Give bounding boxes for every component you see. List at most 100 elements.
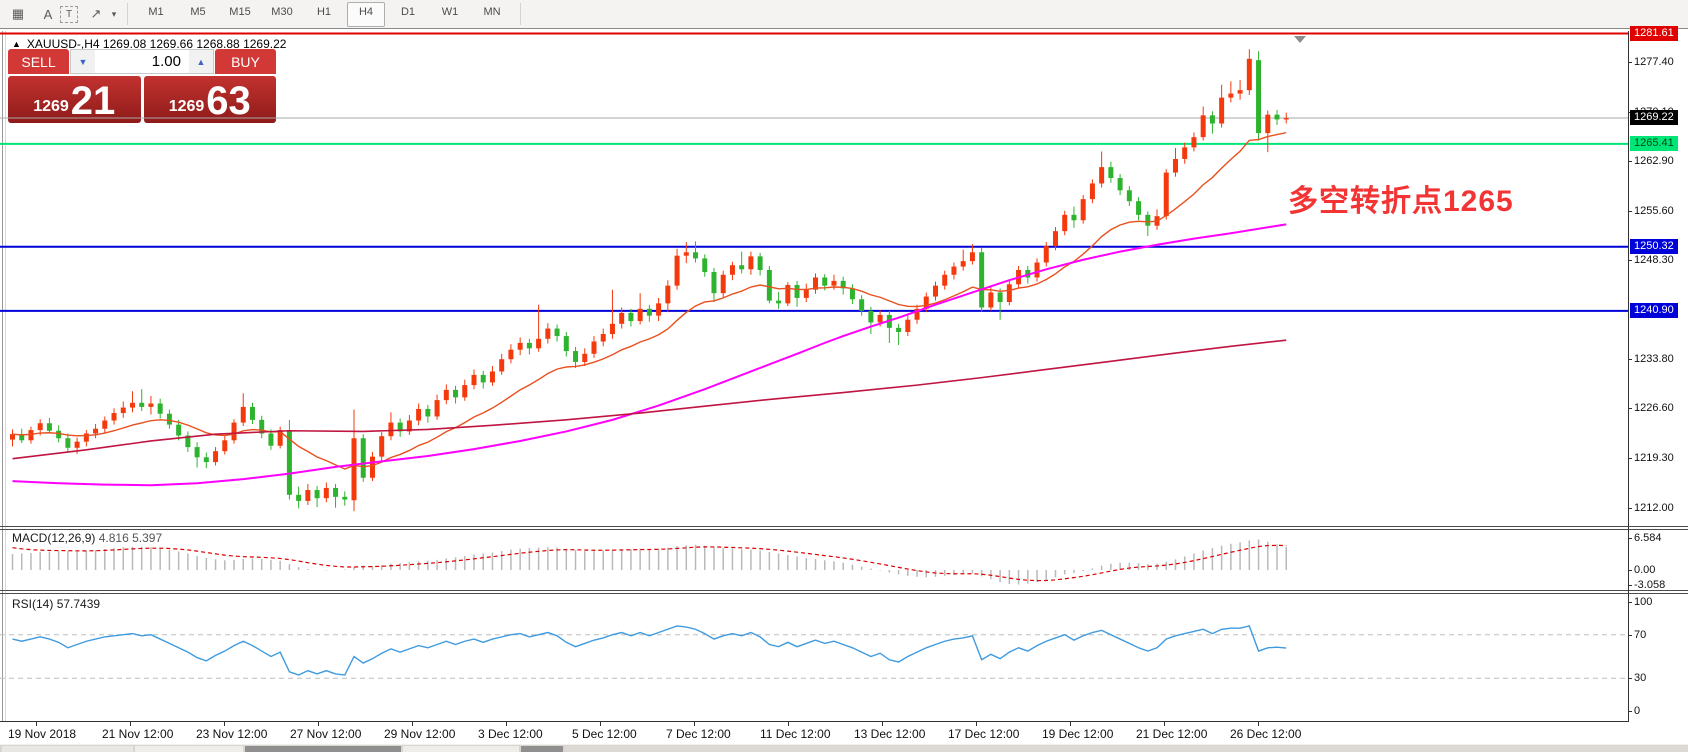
lot-increase-button[interactable]: ▲ — [189, 50, 213, 73]
candle-body — [1163, 172, 1169, 217]
candle-body — [683, 252, 689, 256]
candle-body — [148, 403, 154, 407]
candle-body — [111, 413, 117, 421]
date-tick — [36, 721, 37, 726]
candle-body — [803, 289, 809, 298]
timeframe-button-d1[interactable]: D1 — [400, 5, 416, 18]
buy-button[interactable]: BUY — [215, 49, 276, 74]
main-chart-pane[interactable] — [0, 31, 1628, 526]
candle-body — [222, 440, 228, 452]
candle-body — [1246, 58, 1252, 91]
candle-body — [665, 285, 671, 304]
rsi-pane[interactable] — [0, 593, 1628, 721]
timeframe-button-m5[interactable]: M5 — [190, 5, 206, 18]
candle-body — [508, 349, 514, 360]
sell-price-stem: 1269 — [33, 98, 69, 115]
pane-separator[interactable] — [0, 590, 1688, 591]
tick-mark — [1628, 602, 1632, 603]
candle-body — [674, 255, 680, 286]
price-tick: 1248.30 — [1634, 254, 1674, 267]
candle-body — [74, 441, 80, 448]
date-label: 29 Nov 12:00 — [384, 727, 456, 741]
timeframe-button-m15[interactable]: M15 — [229, 5, 251, 18]
candle-body — [314, 490, 320, 499]
candle-body — [840, 280, 846, 289]
candle-body — [739, 265, 745, 270]
candle-body — [56, 430, 62, 439]
window-tab-segment[interactable] — [245, 746, 401, 752]
macd-signal-line — [12, 544, 1287, 582]
candle-body — [323, 487, 329, 499]
timeframe-button-m30[interactable]: M30 — [271, 5, 293, 18]
timeframe-button-mn[interactable]: MN — [483, 5, 501, 18]
window-tab-segment[interactable] — [135, 746, 243, 752]
macd-tick: -3.058 — [1634, 578, 1666, 591]
buy-price-display[interactable]: 1269 63 — [143, 76, 276, 123]
lot-decrease-button[interactable]: ▼ — [71, 50, 95, 73]
pane-separator[interactable] — [0, 526, 1688, 527]
timeframe-button-h1[interactable]: H1 — [316, 5, 332, 18]
chart-window[interactable] — [0, 28, 1688, 745]
candle-body — [656, 303, 662, 316]
window-tab-segment[interactable] — [2, 746, 133, 752]
timeframe-button-h4[interactable]: H4 — [347, 1, 385, 27]
candle-body — [1006, 284, 1012, 303]
text-box-icon[interactable]: T — [60, 5, 78, 23]
sell-button[interactable]: SELL — [8, 49, 69, 74]
candle-body — [969, 252, 975, 262]
window-tab-segment[interactable] — [403, 746, 519, 752]
date-label: 19 Dec 12:00 — [1042, 727, 1114, 741]
candle-body — [997, 292, 1003, 303]
tick-mark — [1628, 160, 1632, 162]
tick-mark — [1628, 408, 1632, 410]
window-tab-segment[interactable] — [521, 746, 563, 752]
candle-body — [333, 487, 339, 497]
candle-body — [766, 269, 772, 301]
dropdown-caret-icon[interactable]: ▾ — [111, 8, 117, 19]
date-tick — [882, 721, 883, 726]
time-axis-line — [0, 721, 1629, 722]
candle-body — [231, 422, 237, 441]
tick-mark — [1628, 711, 1632, 712]
toolbar-separator — [520, 3, 521, 25]
candle-body — [406, 420, 412, 432]
date-tick — [1070, 721, 1071, 726]
candle-body — [19, 434, 25, 441]
candle-body — [1274, 114, 1280, 120]
candle-body — [591, 341, 597, 354]
candle-body — [794, 284, 800, 298]
arrow-objects-icon[interactable]: ↗ — [90, 6, 102, 21]
candle-body — [526, 342, 532, 349]
chart-left-border — [5, 31, 6, 721]
candle-body — [1228, 93, 1234, 98]
timeframe-button-w1[interactable]: W1 — [441, 5, 459, 18]
chart-shift-marker-icon[interactable] — [1294, 36, 1306, 43]
macd-pane[interactable] — [0, 529, 1628, 590]
window-tab-segment[interactable] — [565, 746, 1688, 752]
candle-body — [65, 438, 71, 448]
candle-body — [249, 406, 255, 420]
candle-body — [268, 433, 274, 446]
timeframe-button-m1[interactable]: M1 — [148, 5, 164, 18]
pane-separator[interactable] — [0, 529, 1688, 530]
candle-body — [213, 451, 219, 463]
pane-separator[interactable] — [0, 593, 1688, 594]
lot-input[interactable] — [95, 50, 189, 73]
sell-price-display[interactable]: 1269 21 — [8, 76, 141, 123]
candle-body — [277, 430, 283, 446]
candle-body — [785, 284, 791, 304]
collapse-triangle-icon[interactable]: ▲ — [12, 39, 21, 49]
object-tools: ▦ A T ↗ ▾ — [0, 4, 120, 24]
tick-mark — [1628, 507, 1632, 509]
candle-body — [83, 433, 89, 442]
symbol-ohlc-text: XAUUSD-,H4 1269.08 1269.66 1268.88 1269.… — [26, 37, 287, 51]
date-label: 19 Nov 2018 — [8, 727, 77, 741]
candle-body — [166, 413, 172, 425]
candle-body — [10, 434, 15, 440]
crosshair-grid-icon[interactable]: ▦ — [11, 6, 25, 21]
candle-body — [1043, 246, 1049, 263]
candle-body — [129, 402, 135, 408]
text-label-icon[interactable]: A — [43, 6, 53, 22]
buy-price-stem: 1269 — [168, 98, 205, 115]
date-label: 5 Dec 12:00 — [572, 727, 637, 741]
